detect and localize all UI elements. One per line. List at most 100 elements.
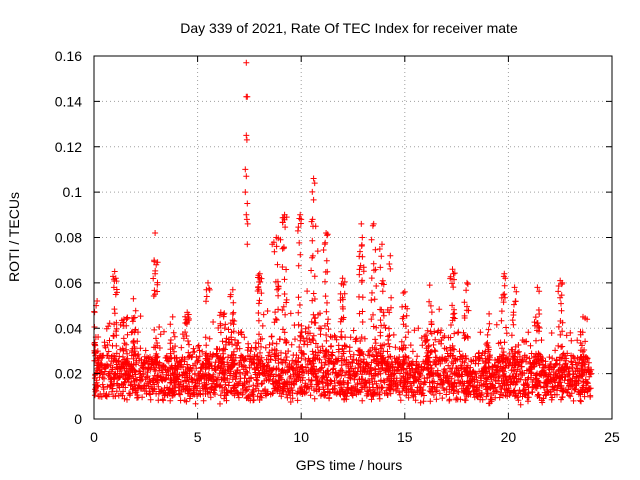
data-point <box>417 380 424 387</box>
data-point <box>301 390 308 397</box>
data-point <box>220 311 227 318</box>
data-point <box>527 342 534 349</box>
data-point <box>529 389 536 396</box>
data-point <box>559 279 566 286</box>
data-point <box>483 375 489 382</box>
data-point <box>571 385 578 392</box>
data-point <box>395 356 402 363</box>
data-point <box>559 374 566 381</box>
data-point <box>296 302 303 308</box>
data-point <box>421 378 428 385</box>
data-point <box>376 246 383 252</box>
data-point <box>287 310 294 317</box>
y-tick-label: 0.02 <box>55 366 82 382</box>
data-point <box>377 329 384 336</box>
data-point <box>147 396 154 403</box>
x-tick-label: 5 <box>194 429 202 445</box>
data-point <box>318 325 325 332</box>
data-point <box>150 275 157 282</box>
data-point <box>312 223 319 230</box>
data-point <box>171 388 177 395</box>
data-point <box>264 362 271 369</box>
data-point <box>185 338 191 344</box>
data-point <box>369 289 375 296</box>
data-point <box>402 334 409 341</box>
data-point <box>372 340 379 347</box>
data-point <box>312 356 319 363</box>
data-point <box>483 393 490 400</box>
data-point <box>254 380 261 387</box>
data-point <box>289 387 296 394</box>
data-point <box>119 392 126 399</box>
data-point <box>432 336 439 343</box>
data-point <box>385 340 392 347</box>
data-point <box>475 360 482 367</box>
data-point <box>280 380 287 387</box>
data-point <box>146 376 153 383</box>
data-point <box>93 377 100 384</box>
data-point <box>120 381 127 388</box>
data-point <box>111 376 118 383</box>
grid <box>94 56 612 419</box>
data-point <box>325 371 332 378</box>
data-point <box>345 380 352 387</box>
data-point <box>451 387 458 394</box>
data-point <box>377 317 384 324</box>
data-point <box>130 295 137 302</box>
data-point <box>462 397 469 404</box>
data-point <box>508 332 515 339</box>
data-point <box>338 328 345 335</box>
data-point <box>295 224 302 231</box>
data-point <box>178 379 184 385</box>
y-tick-label: 0.12 <box>55 139 82 155</box>
data-point <box>370 220 377 227</box>
data-point <box>312 370 319 377</box>
data-points <box>91 59 595 408</box>
data-point <box>167 365 174 372</box>
data-point <box>167 346 174 353</box>
data-point <box>404 305 411 312</box>
data-point <box>359 371 365 378</box>
data-point <box>202 381 209 388</box>
data-point <box>503 386 510 393</box>
data-point <box>449 345 456 352</box>
data-point <box>500 349 507 355</box>
data-point <box>258 394 265 401</box>
data-point <box>398 338 405 345</box>
data-point <box>113 325 120 332</box>
data-point <box>567 393 574 400</box>
data-point <box>499 345 505 352</box>
data-point <box>426 298 433 305</box>
data-point <box>386 343 393 350</box>
data-point <box>238 331 245 338</box>
data-point <box>526 355 533 362</box>
data-point <box>582 338 589 345</box>
data-point <box>321 373 327 380</box>
data-point <box>359 319 366 325</box>
data-point <box>361 356 367 363</box>
data-point <box>269 340 276 347</box>
data-point <box>464 281 471 288</box>
data-point <box>338 382 344 388</box>
data-point <box>274 384 281 391</box>
data-point <box>244 200 251 207</box>
data-point <box>283 266 290 273</box>
data-point <box>352 372 359 379</box>
data-point <box>154 342 161 349</box>
data-point <box>523 354 530 361</box>
data-point <box>451 310 458 317</box>
data-point <box>520 357 526 364</box>
data-point <box>534 320 540 327</box>
data-point <box>436 306 443 313</box>
data-point <box>242 189 249 196</box>
x-tick-label: 15 <box>397 429 413 445</box>
data-point <box>273 340 280 347</box>
data-point <box>273 347 280 354</box>
data-point <box>378 306 385 313</box>
data-point <box>471 369 478 376</box>
data-point <box>258 354 265 361</box>
data-point <box>230 321 237 328</box>
data-point <box>427 398 434 405</box>
data-point <box>326 394 333 401</box>
data-point <box>400 366 407 373</box>
